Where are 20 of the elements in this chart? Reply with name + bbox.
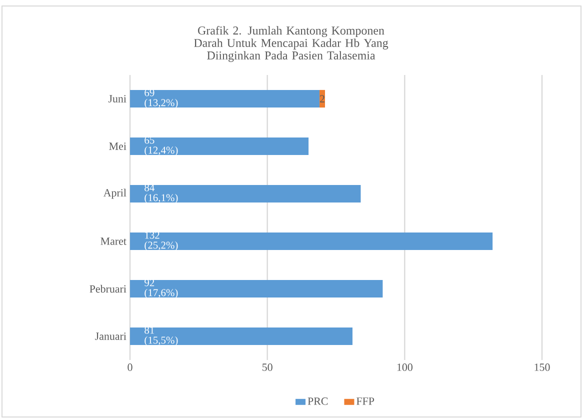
x-tick-label: 50 [262,364,272,371]
y-tick-label: Juni [108,95,126,102]
y-tick-label: Pebruari [90,284,126,293]
data-label: 2 [320,95,324,102]
chart-title: Grafik 2. Jumlah Kantong Komponen Darah Untuk Mencapai Kadar Hb Yang Diinginkan Pada Pasien Talasemia [194,26,388,62]
y-tick-label: Januari [95,332,126,340]
y-tick-label: Maret [100,238,126,245]
x-tick-label: 0 [128,364,132,371]
y-tick-label: Mei [109,142,126,150]
legend-label: FFP [356,398,374,405]
bar [130,137,309,156]
y-tick-label: April [103,188,126,199]
bar [130,184,361,203]
bar [130,327,352,346]
bar [130,90,320,108]
legend-label: PRC [308,398,328,405]
bar [130,280,383,298]
x-tick-label: 150 [534,364,550,371]
x-tick-label: 100 [397,364,412,371]
bar [130,232,493,250]
